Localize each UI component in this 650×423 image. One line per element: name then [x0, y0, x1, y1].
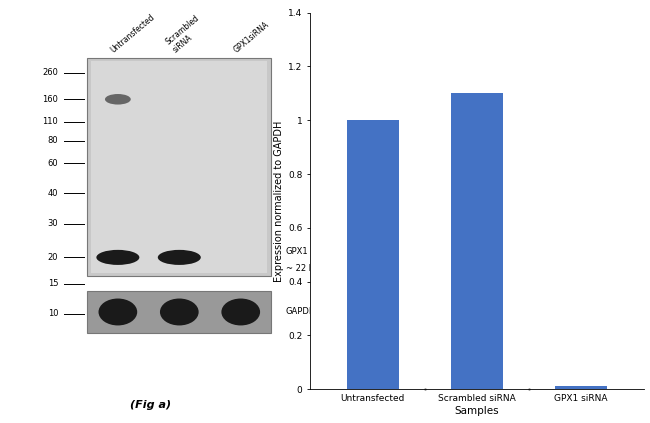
- Text: 30: 30: [47, 219, 58, 228]
- Y-axis label: Expression normalized to GAPDH: Expression normalized to GAPDH: [274, 120, 284, 282]
- Text: GAPDH: GAPDH: [286, 308, 316, 316]
- Ellipse shape: [99, 299, 137, 325]
- Text: 20: 20: [48, 253, 58, 262]
- Ellipse shape: [222, 299, 260, 325]
- Text: 80: 80: [47, 136, 58, 145]
- Text: Scrambled
siRNA: Scrambled siRNA: [164, 13, 208, 54]
- Text: 15: 15: [48, 279, 58, 288]
- Bar: [92, 60, 267, 273]
- Text: GPX1siRNA: GPX1siRNA: [232, 19, 271, 54]
- Bar: [346, 120, 398, 389]
- Text: 110: 110: [43, 117, 58, 126]
- Text: 40: 40: [48, 189, 58, 198]
- Text: Untransfected: Untransfected: [109, 12, 157, 54]
- Ellipse shape: [160, 299, 199, 325]
- Ellipse shape: [96, 250, 139, 265]
- Ellipse shape: [105, 94, 131, 104]
- Bar: [450, 93, 503, 389]
- Text: 10: 10: [48, 309, 58, 319]
- Text: (Fig a): (Fig a): [130, 401, 171, 410]
- Text: GPX1: GPX1: [286, 247, 309, 256]
- Text: 260: 260: [42, 69, 58, 77]
- Text: 60: 60: [47, 159, 58, 168]
- Text: ~ 22 kDa: ~ 22 kDa: [286, 264, 325, 273]
- Text: 160: 160: [42, 95, 58, 104]
- Bar: [555, 387, 607, 389]
- X-axis label: Samples: Samples: [454, 406, 499, 416]
- Bar: [87, 291, 272, 332]
- Ellipse shape: [158, 250, 201, 265]
- Bar: [87, 58, 272, 276]
